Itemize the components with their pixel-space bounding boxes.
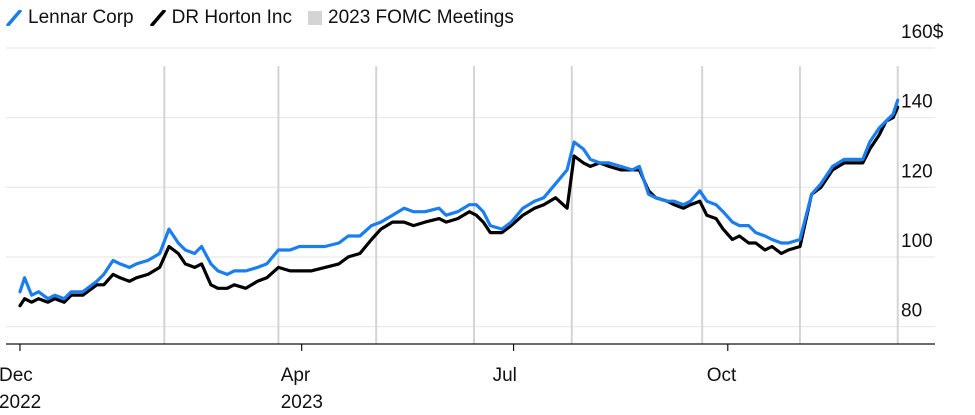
series-line-lennar bbox=[18, 98, 900, 301]
x-tick-label: Dec bbox=[0, 365, 33, 386]
y-tick-label-100: 100 bbox=[901, 231, 933, 252]
legend-item-fomc: 2023 FOMC Meetings bbox=[308, 7, 514, 29]
slash-line-icon bbox=[149, 10, 166, 26]
series-line-drhorton bbox=[18, 105, 900, 308]
y-tick-label-140: 140 bbox=[901, 92, 933, 113]
square-icon bbox=[308, 11, 322, 25]
y-tick-label-120: 120 bbox=[901, 161, 933, 182]
x-tick-label: Jul bbox=[493, 365, 517, 386]
legend-label-lennar: Lennar Corp bbox=[28, 7, 134, 28]
x-tick-label: Oct bbox=[707, 365, 737, 386]
legend-item-lennar: Lennar Corp bbox=[6, 7, 134, 29]
y-gridlines bbox=[6, 47, 935, 328]
x-tick-label: 2023 bbox=[281, 392, 323, 413]
legend-label-drhorton: DR Horton Inc bbox=[171, 7, 292, 28]
y-axis-tick-labels: 80 100 120 140 160$ bbox=[901, 22, 944, 322]
slash-line-icon bbox=[6, 10, 22, 26]
x-axis-ticks: Dec 2022 Apr 2023 Jul Oct bbox=[0, 344, 737, 413]
y-tick-label-160: 160$ bbox=[901, 22, 944, 43]
legend-item-drhorton: DR Horton Inc bbox=[149, 7, 292, 29]
y-tick-label-80: 80 bbox=[901, 301, 922, 322]
chart-legend: Lennar Corp DR Horton Inc 2023 FOMC Meet… bbox=[6, 6, 514, 30]
x-tick-label: 2022 bbox=[0, 392, 41, 413]
fomc-meeting-lines bbox=[163, 66, 899, 344]
legend-label-fomc: 2023 FOMC Meetings bbox=[328, 7, 514, 28]
x-tick-label: Apr bbox=[281, 365, 311, 386]
series-lines bbox=[18, 98, 900, 308]
